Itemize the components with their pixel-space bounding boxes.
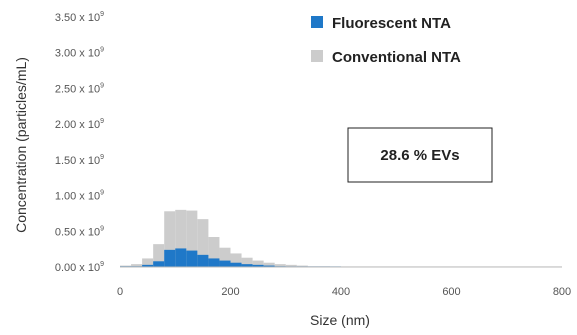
conventional-nta-bar [208,237,220,267]
y-tick-label: 2.50 x 109 [55,82,104,95]
conventional-nta-bar [219,247,231,267]
conventional-nta-bar [175,209,187,267]
annotation-text: 28.6 % EVs [380,147,459,164]
x-tick-label: 600 [442,286,460,298]
y-tick-label: 0.00 x 109 [55,261,104,274]
y-tick-label: 0.50 x 109 [55,225,104,238]
y-axis-title: Concentration (particles/mL) [13,57,29,233]
conventional-nta-bar [274,264,286,267]
x-axis-ticks: 0 200 400 600 800 [117,286,571,298]
fluorescent-nta-bar [142,264,154,267]
y-tick-label: 1.00 x 109 [55,190,104,203]
conventional-nta-bar [131,264,143,267]
fluorescent-nta-bar [153,261,165,267]
fluorescent-nta-bar [186,250,198,267]
conventional-nta-bar [252,260,264,267]
conventional-nta-bar [197,219,209,267]
legend-swatch-fluorescent [311,16,323,28]
conventional-nta-bar [285,264,297,267]
conventional-nta-bars [120,209,562,267]
fluorescent-nta-bar [252,264,264,267]
y-tick-label: 1.50 x 109 [55,154,104,167]
fluorescent-nta-bar [263,265,275,267]
legend: Fluorescent NTA Conventional NTA [311,15,461,66]
fluorescent-nta-bar [219,260,231,267]
legend-swatch-conventional [311,50,323,62]
x-tick-label: 800 [553,286,571,298]
legend-label-conventional: Conventional NTA [332,49,461,66]
x-tick-label: 0 [117,286,123,298]
fluorescent-nta-bar [164,249,176,267]
legend-label-fluorescent: Fluorescent NTA [332,15,451,32]
conventional-nta-bar [153,244,165,267]
y-tick-label: 2.00 x 109 [55,118,104,131]
conventional-nta-bar [230,253,242,267]
conventional-nta-bar [296,265,308,267]
annotation-box: 28.6 % EVs [347,127,493,183]
conventional-nta-bar [186,210,198,267]
fluorescent-nta-bar [208,258,220,267]
x-axis-title: Size (nm) [310,312,370,328]
fluorescent-nta-bar [241,264,253,267]
annotation-frame [347,127,493,183]
conventional-nta-bar [241,257,253,267]
conventional-nta-bar [263,262,275,267]
y-tick-label: 3.50 x 109 [55,11,104,24]
x-tick-label: 200 [221,286,239,298]
y-axis-ticks: 0.00 x 109 0.50 x 109 1.00 x 109 1.50 x 109… [55,11,104,274]
conventional-nta-bar [164,211,176,267]
fluorescent-nta-bar [175,248,187,267]
conventional-nta-bar [142,258,154,267]
fluorescent-nta-bar [197,254,209,267]
y-tick-label: 3.00 x 109 [55,47,104,60]
fluorescent-nta-bar [230,262,242,267]
x-tick-label: 400 [332,286,350,298]
